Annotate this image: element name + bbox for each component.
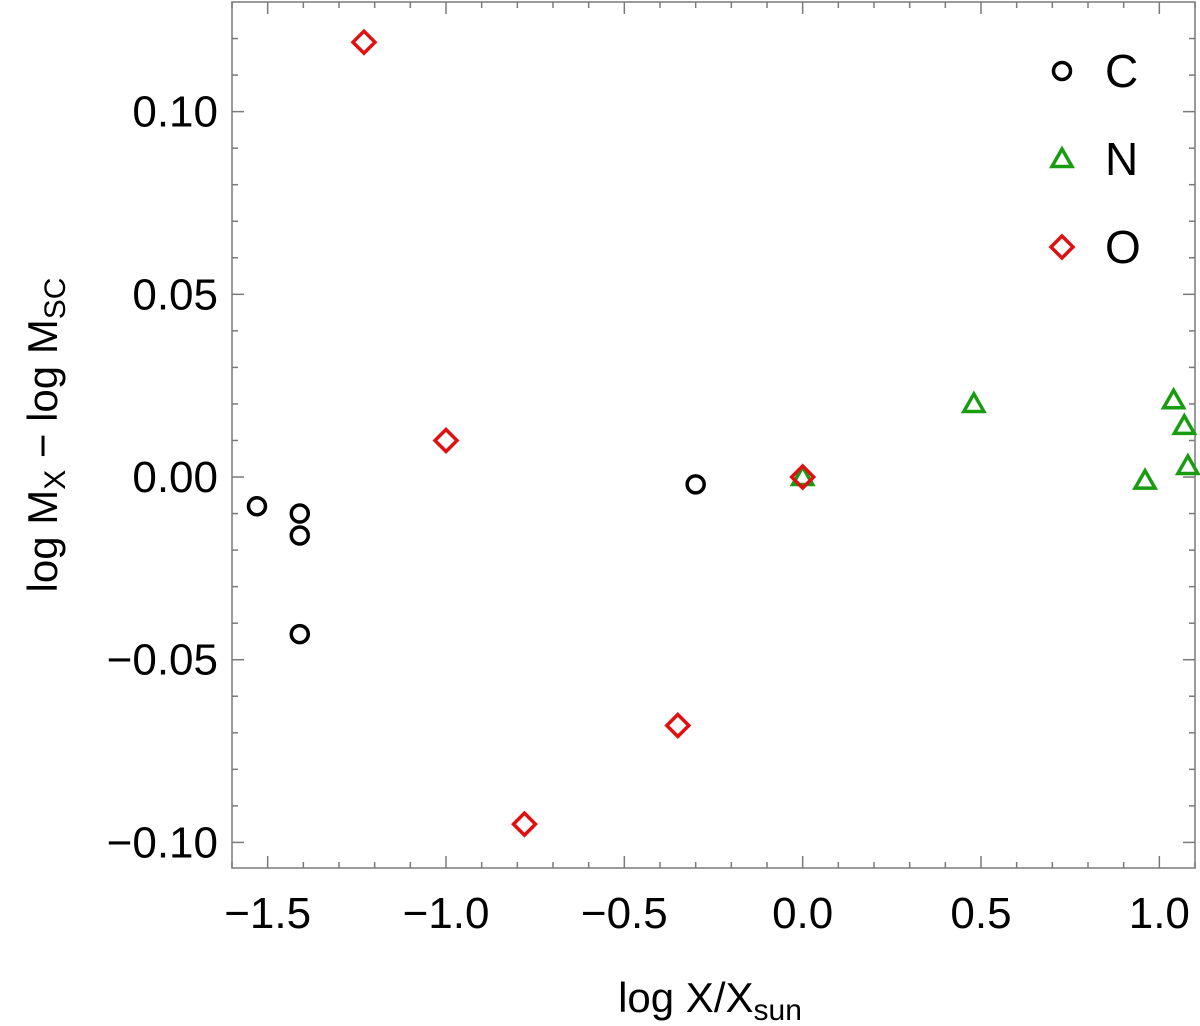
point-C [246,496,268,517]
point-N [1171,412,1198,436]
series-O [350,28,817,838]
y-tick-label: 0.10 [132,88,218,137]
point-N [960,390,987,414]
point-O [432,427,460,454]
legend-marker-N [1048,145,1076,169]
legend-label-C: C [1105,45,1138,97]
x-axis: −1.5 −1.0 −0.5 0.0 0.5 1.0 [224,2,1196,938]
point-C [289,623,311,645]
x-tick-label: −1.5 [224,889,311,938]
point-O [350,28,378,56]
data-points [246,28,1200,838]
point-N [1160,386,1187,410]
x-axis-label: log X/Xsun [618,974,802,1026]
legend: CNO [1048,45,1141,273]
legend-marker-O [1048,233,1076,261]
y-tick-label: 0.05 [132,270,218,319]
point-O [664,712,692,739]
y-tick-label: 0.00 [132,453,218,502]
x-tick-label: 0.5 [950,889,1011,938]
x-tick-label: −1.0 [403,889,490,938]
point-N [1174,452,1200,476]
point-N [789,463,816,487]
series-N [789,386,1200,490]
point-C [289,503,311,524]
point-O [510,810,538,838]
y-axis-label: log MX − log MSC [19,278,72,593]
point-C [685,474,706,495]
legend-label-O: O [1105,221,1141,273]
point-N [1132,467,1159,490]
legend-label-N: N [1105,133,1138,185]
y-tick-label: −0.10 [107,818,218,867]
plot-frame [231,1,1196,869]
y-tick-label: −0.05 [107,636,218,685]
x-tick-label: −0.5 [581,889,668,938]
legend-marker-C [1051,60,1073,82]
x-tick-label: 0.0 [772,889,833,938]
x-tick-label: 1.0 [1129,889,1190,938]
y-axis: −0.10 −0.05 0.00 0.05 0.10 [107,37,1195,867]
point-C [289,525,311,546]
series-C [246,474,706,645]
point-O [789,463,817,491]
